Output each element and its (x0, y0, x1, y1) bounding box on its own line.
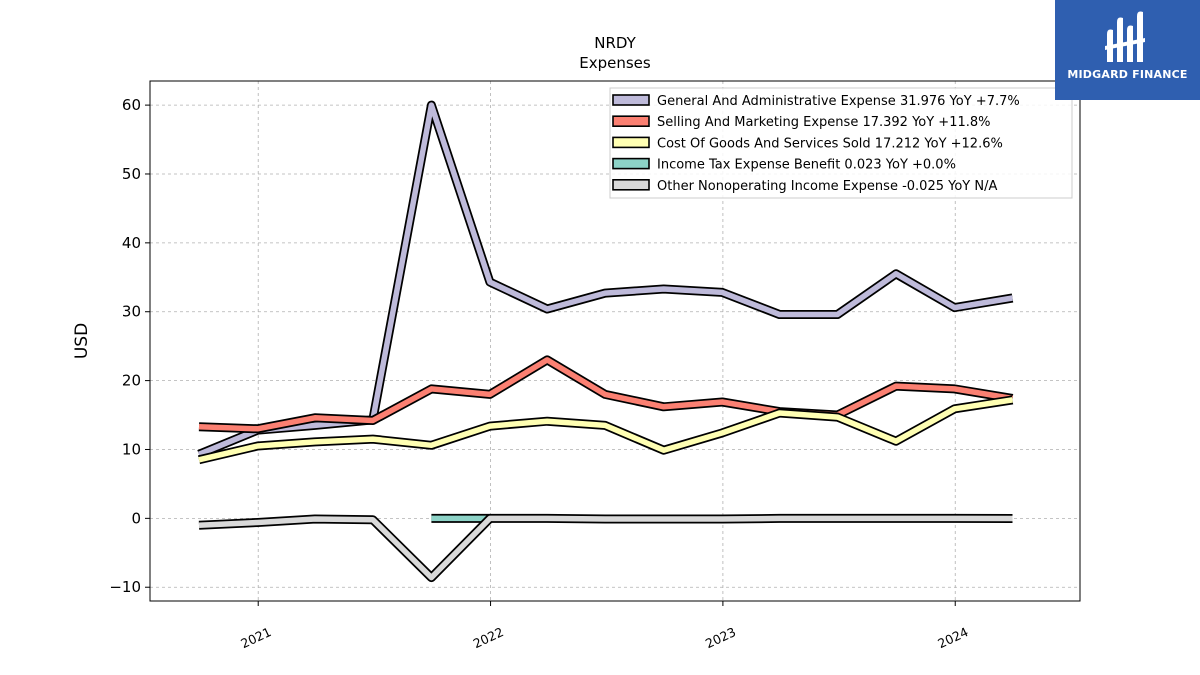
legend-entry: Other Nonoperating Income Expense -0.025… (657, 179, 997, 194)
series-other-nonoperating-income-expense-outline (198, 513, 1013, 583)
y-tick-label: 10 (122, 440, 141, 458)
brand-name: MIDGARD FINANCE (1067, 68, 1188, 81)
series-general-and-administrative-expense-line (197, 102, 1013, 457)
legend-entry: Selling And Marketing Expense 17.392 YoY… (657, 115, 991, 130)
series-selling-and-marketing-expense-line (198, 357, 1013, 432)
legend-swatch (612, 179, 650, 191)
legend-swatch (612, 136, 650, 149)
y-tick-label: 20 (122, 372, 141, 390)
legend-swatch (612, 94, 650, 106)
y-tick-label: 60 (122, 96, 141, 114)
legend-box (609, 87, 1073, 199)
y-tick-label: 40 (122, 234, 141, 252)
series-cost-of-goods-and-services-sold-line (198, 397, 1013, 463)
x-axis-ticks: 2021 2022 2023 2024 (238, 601, 971, 651)
legend-swatch (612, 115, 650, 127)
brand-logo: MIDGARD FINANCE (1055, 0, 1200, 100)
legend-entry: Cost Of Goods And Services Sold 17.212 Y… (657, 136, 1003, 151)
legend-swatch (612, 157, 650, 170)
series-cost-of-goods-and-services-sold-outline (197, 395, 1014, 465)
legend: General And Administrative Expense 31.97… (609, 87, 1073, 199)
midgard-logo-icon (1105, 11, 1145, 62)
legend-entry: Income Tax Expense Benefit 0.023 YoY +0.… (657, 158, 956, 173)
y-axis-label: USD (72, 323, 92, 359)
legend-entry: General And Administrative Expense 31.97… (657, 94, 1020, 109)
y-tick-label: 50 (122, 165, 141, 183)
y-axis-ticks: −10 0 10 20 30 40 50 60 (109, 96, 150, 596)
y-tick-label: −10 (109, 578, 141, 596)
x-tick-label: 2023 (703, 624, 738, 651)
x-tick-label: 2022 (471, 624, 506, 651)
chart-subtitle: Expenses (579, 54, 651, 72)
x-tick-label: 2021 (238, 624, 273, 651)
y-tick-label: 0 (131, 509, 141, 527)
y-tick-label: 30 (122, 303, 141, 321)
chart-title: NRDY (594, 34, 636, 52)
series-other-nonoperating-income-expense-line (198, 515, 1013, 581)
x-tick-label: 2024 (935, 624, 970, 651)
series-lines (197, 100, 1014, 583)
plot-frame (149, 80, 1081, 602)
